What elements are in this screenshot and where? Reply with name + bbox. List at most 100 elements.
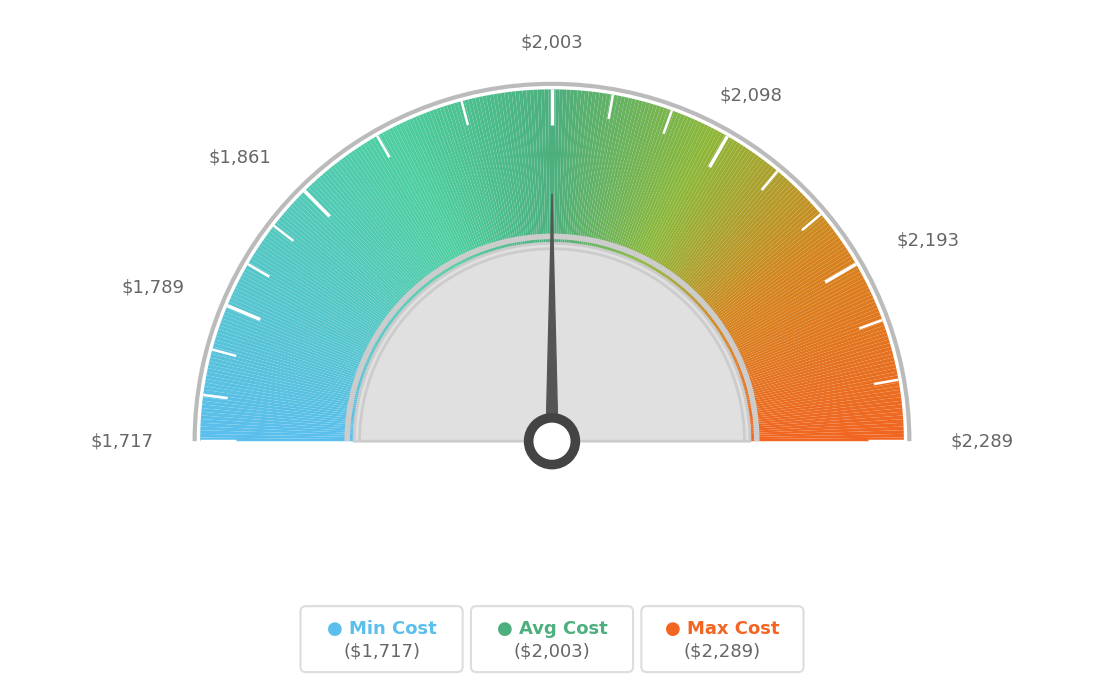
Wedge shape (533, 90, 543, 244)
Text: ● Avg Cost: ● Avg Cost (497, 620, 607, 638)
Wedge shape (306, 187, 415, 299)
Wedge shape (613, 106, 665, 254)
Wedge shape (722, 262, 857, 342)
Wedge shape (234, 288, 374, 357)
Wedge shape (630, 118, 696, 260)
Wedge shape (660, 146, 746, 277)
Wedge shape (750, 412, 903, 426)
Wedge shape (298, 195, 411, 304)
Wedge shape (721, 259, 854, 340)
Wedge shape (204, 382, 357, 411)
Wedge shape (742, 343, 891, 388)
Wedge shape (627, 115, 689, 259)
Text: $2,193: $2,193 (896, 232, 959, 250)
Wedge shape (749, 397, 902, 418)
Wedge shape (358, 146, 444, 277)
Wedge shape (231, 295, 372, 361)
Wedge shape (284, 211, 402, 313)
Wedge shape (222, 315, 368, 372)
Wedge shape (554, 90, 560, 244)
Wedge shape (739, 326, 885, 378)
Wedge shape (319, 175, 423, 293)
Wedge shape (693, 195, 806, 304)
Wedge shape (238, 278, 376, 351)
Wedge shape (274, 223, 397, 320)
Wedge shape (516, 91, 533, 244)
Wedge shape (635, 121, 702, 262)
Wedge shape (293, 200, 407, 307)
Wedge shape (737, 319, 883, 374)
Wedge shape (223, 312, 368, 371)
Wedge shape (734, 305, 878, 366)
Wedge shape (278, 217, 400, 317)
Wedge shape (750, 419, 903, 431)
Wedge shape (744, 354, 894, 394)
Wedge shape (328, 168, 427, 288)
Wedge shape (251, 256, 384, 339)
Wedge shape (569, 90, 585, 244)
Wedge shape (497, 93, 523, 246)
Wedge shape (745, 364, 896, 400)
Wedge shape (337, 161, 433, 285)
Wedge shape (730, 288, 870, 357)
Circle shape (524, 414, 580, 469)
Wedge shape (714, 240, 843, 330)
Wedge shape (644, 130, 719, 267)
Wedge shape (638, 124, 709, 264)
Text: $1,717: $1,717 (91, 432, 153, 450)
Wedge shape (219, 326, 365, 378)
Wedge shape (750, 426, 904, 435)
Wedge shape (680, 172, 782, 291)
Wedge shape (206, 372, 358, 404)
Text: ● Min Cost: ● Min Cost (327, 620, 436, 638)
Wedge shape (562, 90, 574, 244)
Wedge shape (208, 368, 359, 402)
Wedge shape (280, 214, 401, 315)
Wedge shape (429, 110, 485, 256)
Wedge shape (204, 386, 357, 413)
Wedge shape (602, 101, 643, 250)
Wedge shape (370, 139, 452, 272)
Wedge shape (731, 291, 872, 359)
Wedge shape (744, 357, 894, 396)
Wedge shape (583, 94, 611, 246)
Text: ($2,003): ($2,003) (513, 642, 591, 660)
Wedge shape (561, 90, 571, 244)
Wedge shape (216, 333, 363, 382)
Wedge shape (247, 262, 382, 342)
Wedge shape (694, 197, 808, 306)
Wedge shape (493, 94, 521, 246)
Wedge shape (420, 114, 479, 258)
Wedge shape (538, 90, 545, 244)
Wedge shape (667, 155, 758, 281)
Circle shape (534, 424, 570, 459)
Wedge shape (373, 137, 453, 271)
Wedge shape (385, 130, 460, 267)
Wedge shape (461, 101, 502, 250)
Wedge shape (296, 197, 410, 306)
FancyBboxPatch shape (641, 606, 804, 672)
Wedge shape (726, 275, 863, 350)
Wedge shape (500, 92, 526, 246)
Wedge shape (253, 253, 385, 337)
Wedge shape (230, 298, 371, 363)
Wedge shape (475, 97, 511, 248)
Wedge shape (272, 226, 395, 322)
Wedge shape (363, 142, 448, 274)
Wedge shape (242, 272, 379, 348)
Wedge shape (202, 401, 355, 420)
Wedge shape (620, 111, 678, 257)
Wedge shape (527, 90, 540, 244)
Wedge shape (678, 170, 779, 290)
Wedge shape (640, 126, 712, 265)
Wedge shape (457, 101, 501, 250)
Wedge shape (688, 185, 796, 298)
Wedge shape (652, 139, 734, 272)
Wedge shape (519, 90, 535, 244)
Wedge shape (201, 408, 355, 424)
Wedge shape (482, 96, 514, 247)
Wedge shape (575, 92, 596, 245)
Wedge shape (300, 193, 412, 303)
Wedge shape (670, 159, 765, 284)
Wedge shape (225, 308, 369, 368)
